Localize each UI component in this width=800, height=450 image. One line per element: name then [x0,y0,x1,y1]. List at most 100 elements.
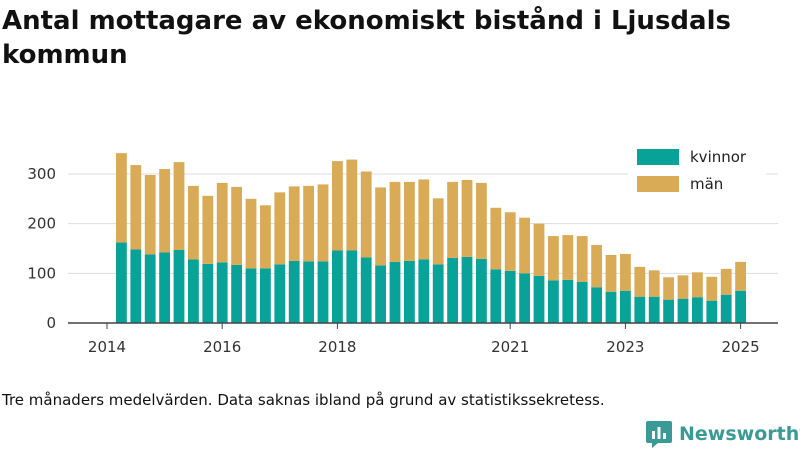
bar-kvinnor [663,299,674,323]
bar-man [216,182,228,263]
bar-man [519,217,530,274]
bar-kvinnor [548,280,559,323]
bar-man [605,254,617,292]
bar-kvinnor [490,269,502,323]
bar-kvinnor [634,296,646,323]
bar-kvinnor [202,263,214,323]
legend-swatch [637,149,679,165]
bar-kvinnor [274,264,286,323]
bar-man [245,198,257,269]
bar-man [375,187,386,266]
bar-kvinnor [260,268,271,323]
legend-swatch [637,176,679,192]
y-tick-label: 200 [27,215,56,233]
bar-kvinnor [677,298,689,323]
bar-kvinnor [735,290,746,323]
bar-kvinnor [360,257,372,323]
bar-kvinnor [188,259,199,323]
bar-kvinnor [159,252,170,323]
bar-kvinnor [476,258,487,323]
bar-man [346,159,358,251]
bar-man [404,181,415,261]
bar-man [274,192,286,265]
bar-kvinnor [216,262,228,323]
bar-kvinnor [332,250,343,323]
bar-kvinnor [533,275,545,323]
bars [116,153,746,323]
bar-man [620,253,631,291]
bar-man [389,181,401,262]
bar-man [173,162,185,250]
x-tick-label: 2014 [88,338,126,356]
bar-kvinnor [116,242,127,323]
bar-man [735,261,746,291]
x-tick-label: 2025 [722,338,760,356]
bar-man [706,276,718,301]
x-tick-label: 2016 [203,338,241,356]
brand-logo[interactable]: Newsworthy [645,418,800,450]
bar-man [202,195,214,264]
bar-kvinnor [375,265,386,323]
x-tick-label: 2018 [318,338,356,356]
bar-kvinnor [447,257,458,323]
bar-man [231,186,242,265]
bar-man [432,198,444,265]
bar-man [677,275,689,299]
bar-kvinnor [504,270,516,323]
bar-kvinnor [303,261,314,323]
bar-kvinnor [620,290,631,323]
bar-man [188,185,199,260]
bar-kvinnor [173,249,185,323]
bar-man [303,185,314,262]
bar-kvinnor [720,294,732,323]
bar-kvinnor [648,296,660,323]
bar-kvinnor [231,264,242,323]
brand-name: Newsworthy [679,423,800,445]
bar-kvinnor [418,259,430,323]
bar-kvinnor [404,260,415,323]
y-tick-label: 100 [27,264,56,282]
bar-man [504,212,516,271]
bar-man [317,184,329,262]
bar-man [634,266,646,297]
bar-kvinnor [461,256,473,323]
legend: kvinnor män [628,142,766,198]
bar-kvinnor [519,273,530,323]
legend-label: män [690,175,723,193]
bar-man [418,179,430,260]
y-tick-label: 300 [27,165,56,183]
bar-kvinnor [346,250,358,323]
stacked-bar-chart: 0 100 200 300 2014 2016 2018 2021 2023 2025 kvin… [27,142,778,356]
bar-man [720,268,732,295]
bar-kvinnor [692,297,703,323]
x-tick-label: 2021 [491,338,529,356]
x-tick-label: 2023 [606,338,644,356]
axes: 2014 2016 2018 2021 2023 2025 [68,322,778,356]
bar-kvinnor [591,287,602,323]
bar-man [360,171,372,258]
bar-man [562,235,574,280]
bar-man [548,236,559,281]
bar-man [447,181,458,258]
bar-man [692,272,703,298]
newsworthy-logo-icon [646,421,672,448]
bar-kvinnor [562,279,574,323]
bar-man [461,179,473,257]
bar-man [288,186,300,261]
y-tick-label: 0 [46,314,56,332]
bar-kvinnor [706,300,718,323]
bar-kvinnor [605,291,617,323]
footnote: Tre månaders medelvärden. Data saknas ib… [2,391,605,409]
bar-kvinnor [389,261,401,323]
legend-label: kvinnor [690,148,747,166]
bar-man [663,277,674,300]
bar-man [476,182,487,259]
bar-man [159,169,170,253]
bar-man [533,223,545,276]
bar-man [130,165,142,250]
chart-title: Antal mottagare av ekonomiskt bistånd i … [2,6,731,70]
bar-man [490,207,502,270]
bar-kvinnor [288,260,300,323]
bar-man [576,236,588,282]
bar-kvinnor [317,261,329,323]
